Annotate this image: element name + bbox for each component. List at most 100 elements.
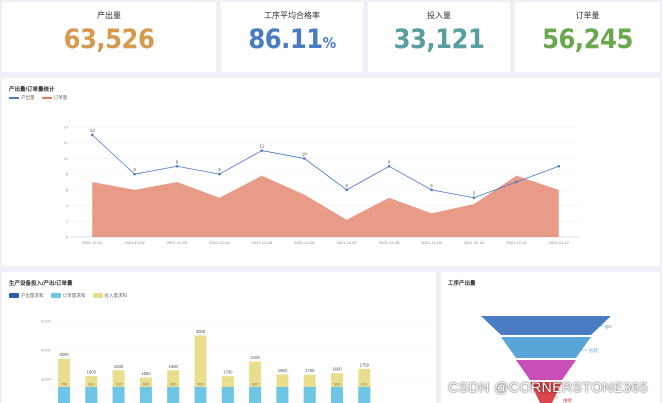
bar-label: 600 xyxy=(252,383,258,387)
bar-label: 1660 xyxy=(278,368,288,373)
bar-label: 600 xyxy=(88,383,94,387)
data-point xyxy=(133,172,136,176)
stack-panel: 生产设备投入/产出/订单量 产出量求和 订单量求和 投入量求和 2,0003,0… xyxy=(2,272,436,403)
legend-item-input-sum: 投入量求和 xyxy=(92,293,127,299)
bar-label: 600 xyxy=(143,383,149,387)
panel-title: 生产设备投入/产出/订单量 xyxy=(9,281,73,287)
data-label: 5 xyxy=(473,191,476,196)
kpi-value: 33,121 xyxy=(393,24,485,55)
data-label: 11 xyxy=(260,144,265,149)
data-point xyxy=(90,133,94,137)
x-tick-label: 2021-12-02 xyxy=(124,240,145,245)
y-tick-label: 4,000 xyxy=(41,348,52,353)
data-point xyxy=(260,149,264,152)
legend-item-output: 产出量 xyxy=(9,95,35,101)
kpi-value: 63,526 xyxy=(63,24,155,55)
funnel-chart: QC 包装 测试 维修 xyxy=(481,316,613,403)
funnel-layer-qc xyxy=(481,316,611,335)
stack-legend[interactable]: 产出量求和 订单量求和 投入量求和 xyxy=(9,293,133,299)
data-point xyxy=(430,188,433,192)
series-line-output xyxy=(91,134,559,199)
data-label: 6 xyxy=(430,183,433,188)
panel-title: 工序产出量 xyxy=(448,281,476,287)
funnel-label-qc: QC xyxy=(605,324,613,329)
bar-label: 700 xyxy=(61,383,67,387)
kpi-card-output: 产出量 63,526 xyxy=(2,2,216,72)
bar-label: 650 xyxy=(170,383,176,387)
data-point xyxy=(472,196,476,200)
bar-label: 1650 xyxy=(169,364,179,369)
y-tick-label: 0 xyxy=(66,235,69,240)
bar-orders xyxy=(331,387,343,403)
data-point xyxy=(345,188,349,192)
bar-orders xyxy=(112,387,125,403)
panel-title: 产出量/订单量统计 xyxy=(9,87,55,93)
x-tick-label: 2021-12-03 xyxy=(167,240,188,245)
y-tick-label: 2 xyxy=(66,219,69,224)
kpi-title: 投入量 xyxy=(427,11,451,20)
bar-label: 700 xyxy=(115,383,121,387)
y-tick-label: 14 xyxy=(64,125,69,130)
bar-label: 500 xyxy=(197,383,203,387)
bar-orders xyxy=(85,387,98,403)
bar-orders xyxy=(249,387,262,403)
data-label: 13 xyxy=(90,128,96,133)
y-tick-label: 10 xyxy=(64,156,69,161)
kpi-value: 86.11% xyxy=(248,24,336,55)
bar-label: 1600 xyxy=(87,370,97,375)
bar-input xyxy=(194,335,207,403)
funnel-layer-pack xyxy=(501,337,591,358)
data-label: 9 xyxy=(176,159,179,164)
legend-item-output-sum: 产出量求和 xyxy=(9,293,44,299)
data-point xyxy=(557,164,561,168)
kpi-card-orders: 订单量 56,245 xyxy=(515,2,660,72)
data-label: 8 xyxy=(218,167,221,172)
kpi-title: 产出量 xyxy=(97,11,121,20)
x-tick-label: 2021-12-01 xyxy=(82,240,103,245)
x-tick-label: 2021-12-08 xyxy=(379,240,400,245)
trend-panel: 产出量/订单量统计 产出量 订单量 0 2 4 6 8 10 12 14 2021-12-01 2… xyxy=(2,78,660,266)
bar-orders xyxy=(58,387,70,403)
bar-orders xyxy=(221,387,234,403)
kpi-title: 工序平均合格率 xyxy=(264,11,320,20)
data-label: 8 xyxy=(133,167,136,172)
funnel-panel: 工序产出量 QC 包装 测试 维修 xyxy=(441,272,660,403)
data-point xyxy=(515,180,518,184)
kpi-card-input: 投入量 33,121 xyxy=(368,2,510,72)
data-label: 9 xyxy=(388,159,391,164)
data-label: 10 xyxy=(302,151,308,156)
x-tick-label: 2021-12-06 xyxy=(294,240,315,245)
y-tick-label: 12 xyxy=(64,140,69,145)
data-point xyxy=(175,164,179,168)
trend-chart: 0 2 4 6 8 10 12 14 2021-12-01 2021-12-02 2021-12-0… xyxy=(64,125,580,245)
x-tick-label: 2021-12-10 xyxy=(464,240,485,245)
legend-item-order-sum: 订单量求和 xyxy=(50,293,85,299)
funnel-label-test: 测试 xyxy=(559,369,568,376)
stack-chart: 2,0003,0004,0005,00020007001600600160070… xyxy=(41,319,432,403)
bar-label: 600 xyxy=(334,383,340,387)
bar-orders xyxy=(303,387,316,403)
funnel-label-pack: 包装 xyxy=(589,347,598,354)
x-tick-label: 2021-12-11 xyxy=(506,240,527,245)
x-tick-label: 2021-12-07 xyxy=(336,240,357,245)
x-tick-label: 2021-12-12 xyxy=(549,240,570,245)
kpi-value: 56,245 xyxy=(542,24,633,55)
bar-label: 1750 xyxy=(305,368,315,373)
bar-label: 2000 xyxy=(59,352,69,357)
bar-label: 1700 xyxy=(223,370,233,375)
x-tick-label: 2021-12-09 xyxy=(421,240,442,245)
trend-legend[interactable]: 产出量 订单量 xyxy=(9,95,73,101)
bar-orders xyxy=(276,387,289,403)
funnel-layer-test xyxy=(516,360,576,380)
y-tick-label: 8 xyxy=(66,172,69,177)
bar-label: 2100 xyxy=(250,355,260,360)
watermark: CSDN @CORNERSTONE365 xyxy=(448,379,648,395)
data-point xyxy=(302,157,306,160)
legend-item-orders: 订单量 xyxy=(41,95,67,101)
bar-orders xyxy=(358,387,371,403)
series-area-orders xyxy=(92,175,559,237)
bar-label: 3000 xyxy=(196,329,206,334)
data-label: 6 xyxy=(345,183,348,188)
data-point xyxy=(218,172,221,176)
bar-label: 1600 xyxy=(332,367,342,372)
